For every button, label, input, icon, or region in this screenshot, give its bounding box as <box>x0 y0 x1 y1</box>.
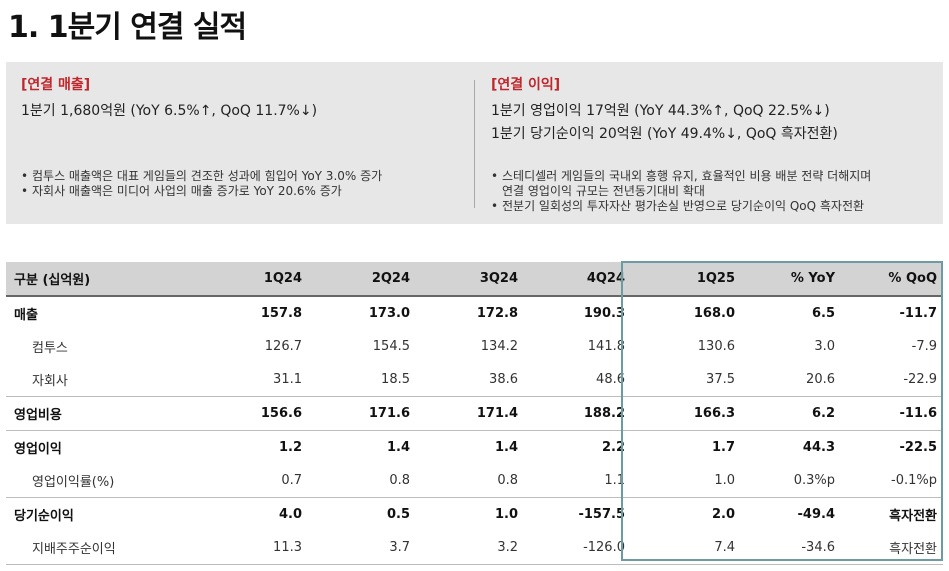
table-row: 영업이익 1.2 1.4 1.4 2.2 1.7 44.3 -22.5 <box>6 430 943 464</box>
cell: -126.0 <box>524 531 631 565</box>
revenue-summary-line: 1분기 1,680억원 (YoY 6.5%↑, QoQ 11.7%↓) <box>21 103 318 119</box>
table-row: 영업비용 156.6 171.6 171.4 188.2 166.3 6.2 -… <box>6 396 943 431</box>
profit-bullet: 전분기 일회성의 투자자산 평가손실 반영으로 당기순이익 QoQ 흑자전환 <box>491 199 871 214</box>
cell: 흑자전환 <box>841 531 943 565</box>
cell: 171.6 <box>308 396 416 431</box>
table-header-cell: 4Q24 <box>524 262 631 297</box>
table-header-cell: 구분 (십억원) <box>6 262 166 297</box>
cell: 134.2 <box>480 339 518 354</box>
cell: 0.7 <box>281 473 302 488</box>
profit-bullets: 스테디셀러 게임들의 국내외 흥행 유지, 효율적인 비용 배분 전략 더해지며… <box>491 169 871 214</box>
cell: 1.7 <box>631 430 741 464</box>
cell: 3.2 <box>416 531 524 565</box>
row-label: 자회사 <box>32 374 68 389</box>
cell: 154.5 <box>372 339 410 354</box>
row-label: 영업이익 <box>6 430 166 464</box>
profit-bullet-continued: 연결 영업이익 규모는 전년동기대비 확대 <box>502 184 705 198</box>
cell: 0.5 <box>308 497 416 531</box>
table-header-cell: % QoQ <box>841 262 943 297</box>
profit-summary-line: 1분기 영업이익 17억원 (YoY 44.3%↑, QoQ 22.5%↓) <box>491 103 830 119</box>
row-label: 지배주주순이익 <box>6 531 166 565</box>
revenue-bullet: 컴투스 매출액은 대표 게임들의 견조한 성과에 힘입어 YoY 3.0% 증가 <box>21 169 382 184</box>
cell: 6.5 <box>811 306 835 321</box>
cell: 157.8 <box>260 306 302 321</box>
table-row: 자회사 31.1 18.5 38.6 48.6 37.5 20.6 -22.9 <box>6 363 943 397</box>
cell: -22.5 <box>841 430 943 464</box>
row-label: 당기순이익 <box>6 497 166 531</box>
cell: 1.1 <box>604 473 625 488</box>
cell: 1.0 <box>416 497 524 531</box>
table-header-cell: 3Q24 <box>416 262 524 297</box>
table-header-row: 구분 (십억원) 1Q24 2Q24 3Q24 4Q24 1Q25 % YoY … <box>6 262 943 297</box>
cell: 0.8 <box>389 473 410 488</box>
cell: -22.9 <box>903 372 937 387</box>
cell: 48.6 <box>596 372 625 387</box>
profit-summary-title: [연결 이익] <box>491 77 561 93</box>
cell: 1.4 <box>308 430 416 464</box>
table-header-cell: 1Q25 <box>631 262 741 297</box>
table-header-cell: % YoY <box>741 262 841 297</box>
cell: 130.6 <box>697 339 735 354</box>
cell: 126.7 <box>264 339 302 354</box>
profit-bullet: 스테디셀러 게임들의 국내외 흥행 유지, 효율적인 비용 배분 전략 더해지며 <box>491 169 871 184</box>
table-row: 지배주주순이익 11.3 3.7 3.2 -126.0 7.4 -34.6 흑자… <box>6 531 943 565</box>
cell: 173.0 <box>368 306 410 321</box>
table-header-cell: 1Q24 <box>166 262 308 297</box>
cell: 1.0 <box>714 473 735 488</box>
table-row: 매출 157.8 173.0 172.8 190.3 168.0 6.5 -11… <box>6 296 943 330</box>
cell: 0.8 <box>497 473 518 488</box>
cell: 171.4 <box>416 396 524 431</box>
profit-summary-line: 1분기 당기순이익 20억원 (YoY 49.4%↓, QoQ 흑자전환) <box>491 126 838 142</box>
cell: -0.1%p <box>891 473 937 488</box>
cell: 6.2 <box>741 396 841 431</box>
cell: 188.2 <box>524 396 631 431</box>
table-row: 당기순이익 4.0 0.5 1.0 -157.5 2.0 -49.4 흑자전환 <box>6 497 943 531</box>
revenue-bullet: 자회사 매출액은 미디어 사업의 매출 증가로 YoY 20.6% 증가 <box>21 184 382 199</box>
cell: -49.4 <box>741 497 841 531</box>
cell: 3.0 <box>814 339 835 354</box>
profit-summary: [연결 이익] 1분기 영업이익 17억원 (YoY 44.3%↑, QoQ 2… <box>491 74 941 146</box>
cell: 0.3%p <box>793 473 835 488</box>
row-label: 컴투스 <box>32 341 68 356</box>
cell: 흑자전환 <box>841 497 943 531</box>
cell: -7.9 <box>911 339 937 354</box>
cell: 20.6 <box>806 372 835 387</box>
cell: 11.3 <box>166 531 308 565</box>
cell: 141.8 <box>587 339 625 354</box>
cell: 1.2 <box>166 430 308 464</box>
cell: 31.1 <box>273 372 302 387</box>
row-label: 영업비용 <box>6 396 166 431</box>
cell: 7.4 <box>631 531 741 565</box>
table-header-cell: 2Q24 <box>308 262 416 297</box>
cell: 2.2 <box>524 430 631 464</box>
cell: -11.6 <box>841 396 943 431</box>
cell: 3.7 <box>308 531 416 565</box>
cell: -34.6 <box>741 531 841 565</box>
cell: -11.7 <box>899 306 937 321</box>
row-label: 매출 <box>14 308 38 323</box>
cell: 166.3 <box>631 396 741 431</box>
summary-panel: [연결 매출] 1분기 1,680억원 (YoY 6.5%↑, QoQ 11.7… <box>6 62 943 224</box>
cell: 4.0 <box>166 497 308 531</box>
cell: 168.0 <box>693 306 735 321</box>
summary-divider <box>474 80 475 208</box>
revenue-bullets: 컴투스 매출액은 대표 게임들의 견조한 성과에 힘입어 YoY 3.0% 증가… <box>21 169 382 199</box>
cell: 2.0 <box>631 497 741 531</box>
cell: 190.3 <box>583 306 625 321</box>
cell: 38.6 <box>489 372 518 387</box>
page-title: 1. 1분기 연결 실적 <box>8 10 247 45</box>
table-row: 컴투스 126.7 154.5 134.2 141.8 130.6 3.0 -7… <box>6 330 943 363</box>
cell: 37.5 <box>706 372 735 387</box>
row-label: 영업이익률(%) <box>32 475 115 490</box>
cell: -157.5 <box>524 497 631 531</box>
revenue-summary: [연결 매출] 1분기 1,680억원 (YoY 6.5%↑, QoQ 11.7… <box>21 74 461 123</box>
table-row: 영업이익률(%) 0.7 0.8 0.8 1.1 1.0 0.3%p -0.1%… <box>6 464 943 498</box>
results-table: 구분 (십억원) 1Q24 2Q24 3Q24 4Q24 1Q25 % YoY … <box>6 262 943 565</box>
cell: 172.8 <box>476 306 518 321</box>
cell: 44.3 <box>741 430 841 464</box>
revenue-summary-title: [연결 매출] <box>21 77 91 93</box>
cell: 1.4 <box>416 430 524 464</box>
cell: 156.6 <box>166 396 308 431</box>
cell: 18.5 <box>381 372 410 387</box>
